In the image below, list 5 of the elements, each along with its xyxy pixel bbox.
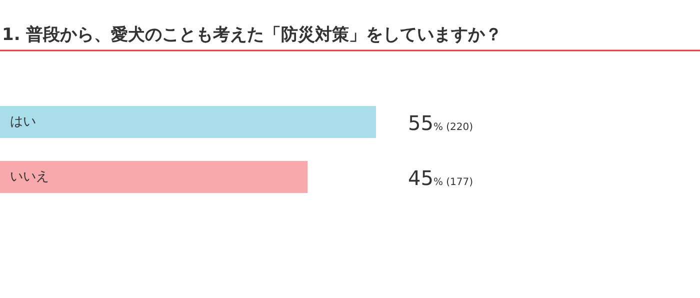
chart-title: 1. 普段から、愛犬のことも考えた「防災対策」をしていますか？: [2, 24, 502, 45]
y-tick-label: いいえ: [10, 170, 49, 185]
y-tick-label: はい: [10, 114, 36, 130]
data-label: 55% (220): [408, 111, 474, 135]
data-label: 45% (177): [408, 166, 474, 190]
